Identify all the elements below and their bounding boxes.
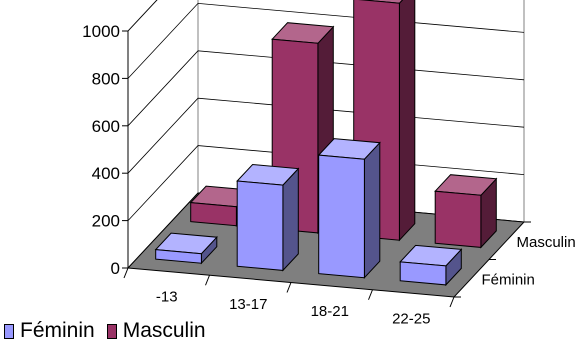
bar-front-face	[155, 249, 202, 264]
bar-side-face	[282, 167, 299, 272]
gridline	[127, 50, 525, 127]
bar-feminin--13	[154, 232, 218, 265]
x-tick-label: 18-21	[311, 303, 349, 320]
depth-axis-label: Féminin	[482, 271, 535, 288]
bar-front-face	[434, 190, 482, 248]
legend-item-masculin: Masculin	[106, 319, 206, 343]
bar-feminin-18-21	[317, 138, 381, 279]
y-tick-label: 0	[111, 259, 120, 278]
legend-label-masculin: Masculin	[122, 319, 206, 342]
x-tick-mark	[205, 275, 210, 286]
y-tick-label: 600	[92, 117, 120, 136]
bar-feminin-22-25	[399, 244, 463, 287]
chart-labels: 0 200 400 600 800 1000 -13 13-17 18-21 22-25 Mascu…	[82, 22, 575, 327]
y-tick-label: 400	[92, 164, 120, 183]
x-tick-mark	[449, 296, 455, 308]
x-tick-label: 22-25	[392, 310, 430, 327]
y-tick-label: 800	[92, 69, 120, 88]
legend-swatch-feminin	[4, 323, 14, 339]
y-tick-label: 1000	[82, 22, 120, 41]
bar-front-face	[236, 180, 284, 271]
bar-front-face	[190, 202, 237, 227]
bar-masculin-22-25	[434, 174, 498, 249]
chart-legend: Féminin Masculin	[4, 317, 218, 345]
legend-label-feminin: Féminin	[20, 319, 95, 342]
bar-side-face	[363, 141, 381, 279]
chart-bars	[154, 0, 498, 287]
gridline	[127, 145, 525, 221]
x-tick-mark	[286, 282, 292, 293]
gridline	[127, 97, 525, 174]
bar-feminin-13-17	[236, 163, 300, 272]
depth-axis-label: Masculin	[517, 234, 575, 251]
x-tick-label: 13-17	[229, 296, 267, 313]
x-tick-label: -13	[156, 289, 178, 306]
bar-side-face	[398, 0, 416, 242]
bar-front-face	[318, 154, 365, 279]
gridline	[127, 2, 525, 79]
bar-front-face	[399, 261, 447, 286]
x-tick-mark	[368, 289, 373, 300]
y-tick-label: 200	[92, 212, 120, 231]
gridline	[127, 0, 158, 32]
legend-swatch-masculin	[106, 323, 117, 339]
legend-item-feminin: Féminin	[4, 319, 95, 343]
x-tick-mark	[123, 267, 129, 279]
